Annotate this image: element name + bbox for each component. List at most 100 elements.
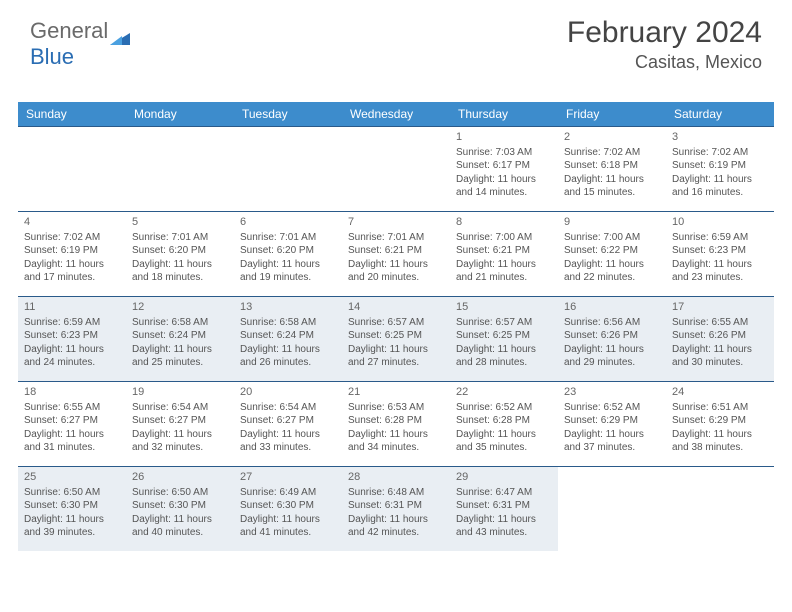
calendar-header-cell: Sunday	[18, 102, 126, 126]
day-number: 7	[348, 215, 444, 230]
day-number: 27	[240, 470, 336, 485]
brand-part1: General	[30, 18, 108, 43]
sunset-text: Sunset: 6:25 PM	[456, 329, 552, 343]
calendar-day-cell: 14Sunrise: 6:57 AMSunset: 6:25 PMDayligh…	[342, 297, 450, 381]
daylight-text: Daylight: 11 hours and 43 minutes.	[456, 513, 552, 540]
calendar: SundayMondayTuesdayWednesdayThursdayFrid…	[18, 102, 774, 551]
daylight-text: Daylight: 11 hours and 19 minutes.	[240, 258, 336, 285]
calendar-day-cell: 11Sunrise: 6:59 AMSunset: 6:23 PMDayligh…	[18, 297, 126, 381]
sunset-text: Sunset: 6:20 PM	[240, 244, 336, 258]
calendar-day-cell: 26Sunrise: 6:50 AMSunset: 6:30 PMDayligh…	[126, 467, 234, 551]
brand-triangle-icon	[110, 25, 130, 39]
sunset-text: Sunset: 6:19 PM	[24, 244, 120, 258]
daylight-text: Daylight: 11 hours and 40 minutes.	[132, 513, 228, 540]
sunrise-text: Sunrise: 7:03 AM	[456, 146, 552, 160]
daylight-text: Daylight: 11 hours and 31 minutes.	[24, 428, 120, 455]
calendar-day-cell: 1Sunrise: 7:03 AMSunset: 6:17 PMDaylight…	[450, 127, 558, 211]
page-subtitle: Casitas, Mexico	[567, 52, 762, 73]
sunset-text: Sunset: 6:30 PM	[24, 499, 120, 513]
sunset-text: Sunset: 6:26 PM	[564, 329, 660, 343]
title-block: February 2024 Casitas, Mexico	[567, 16, 762, 73]
daylight-text: Daylight: 11 hours and 24 minutes.	[24, 343, 120, 370]
calendar-day-cell: 23Sunrise: 6:52 AMSunset: 6:29 PMDayligh…	[558, 382, 666, 466]
daylight-text: Daylight: 11 hours and 26 minutes.	[240, 343, 336, 370]
day-number: 29	[456, 470, 552, 485]
calendar-week-row: 11Sunrise: 6:59 AMSunset: 6:23 PMDayligh…	[18, 296, 774, 381]
calendar-day-cell: 27Sunrise: 6:49 AMSunset: 6:30 PMDayligh…	[234, 467, 342, 551]
day-number: 4	[24, 215, 120, 230]
sunrise-text: Sunrise: 6:48 AM	[348, 486, 444, 500]
day-number: 2	[564, 130, 660, 145]
calendar-day-cell: 3Sunrise: 7:02 AMSunset: 6:19 PMDaylight…	[666, 127, 774, 211]
day-number: 8	[456, 215, 552, 230]
sunset-text: Sunset: 6:31 PM	[348, 499, 444, 513]
daylight-text: Daylight: 11 hours and 30 minutes.	[672, 343, 768, 370]
daylight-text: Daylight: 11 hours and 14 minutes.	[456, 173, 552, 200]
day-number: 22	[456, 385, 552, 400]
daylight-text: Daylight: 11 hours and 20 minutes.	[348, 258, 444, 285]
calendar-day-cell: 16Sunrise: 6:56 AMSunset: 6:26 PMDayligh…	[558, 297, 666, 381]
sunrise-text: Sunrise: 7:02 AM	[564, 146, 660, 160]
sunrise-text: Sunrise: 7:01 AM	[348, 231, 444, 245]
calendar-day-cell: 25Sunrise: 6:50 AMSunset: 6:30 PMDayligh…	[18, 467, 126, 551]
calendar-day-cell: 18Sunrise: 6:55 AMSunset: 6:27 PMDayligh…	[18, 382, 126, 466]
daylight-text: Daylight: 11 hours and 34 minutes.	[348, 428, 444, 455]
calendar-day-cell	[558, 467, 666, 551]
calendar-week-row: 4Sunrise: 7:02 AMSunset: 6:19 PMDaylight…	[18, 211, 774, 296]
sunset-text: Sunset: 6:28 PM	[348, 414, 444, 428]
sunrise-text: Sunrise: 6:59 AM	[24, 316, 120, 330]
calendar-day-cell	[234, 127, 342, 211]
day-number: 26	[132, 470, 228, 485]
sunset-text: Sunset: 6:25 PM	[348, 329, 444, 343]
calendar-day-cell: 15Sunrise: 6:57 AMSunset: 6:25 PMDayligh…	[450, 297, 558, 381]
calendar-week-row: 25Sunrise: 6:50 AMSunset: 6:30 PMDayligh…	[18, 466, 774, 551]
day-number: 23	[564, 385, 660, 400]
calendar-day-cell: 20Sunrise: 6:54 AMSunset: 6:27 PMDayligh…	[234, 382, 342, 466]
calendar-day-cell	[342, 127, 450, 211]
sunrise-text: Sunrise: 6:50 AM	[24, 486, 120, 500]
day-number: 21	[348, 385, 444, 400]
day-number: 15	[456, 300, 552, 315]
sunset-text: Sunset: 6:27 PM	[132, 414, 228, 428]
sunset-text: Sunset: 6:30 PM	[132, 499, 228, 513]
day-number: 1	[456, 130, 552, 145]
calendar-day-cell: 7Sunrise: 7:01 AMSunset: 6:21 PMDaylight…	[342, 212, 450, 296]
daylight-text: Daylight: 11 hours and 21 minutes.	[456, 258, 552, 285]
calendar-day-cell: 9Sunrise: 7:00 AMSunset: 6:22 PMDaylight…	[558, 212, 666, 296]
calendar-header-cell: Thursday	[450, 102, 558, 126]
daylight-text: Daylight: 11 hours and 35 minutes.	[456, 428, 552, 455]
sunset-text: Sunset: 6:27 PM	[240, 414, 336, 428]
sunrise-text: Sunrise: 6:52 AM	[456, 401, 552, 415]
daylight-text: Daylight: 11 hours and 23 minutes.	[672, 258, 768, 285]
calendar-day-cell	[126, 127, 234, 211]
calendar-day-cell: 6Sunrise: 7:01 AMSunset: 6:20 PMDaylight…	[234, 212, 342, 296]
day-number: 19	[132, 385, 228, 400]
calendar-day-cell: 8Sunrise: 7:00 AMSunset: 6:21 PMDaylight…	[450, 212, 558, 296]
sunrise-text: Sunrise: 6:51 AM	[672, 401, 768, 415]
sunrise-text: Sunrise: 6:49 AM	[240, 486, 336, 500]
sunset-text: Sunset: 6:21 PM	[456, 244, 552, 258]
calendar-week-row: 1Sunrise: 7:03 AMSunset: 6:17 PMDaylight…	[18, 126, 774, 211]
sunrise-text: Sunrise: 6:57 AM	[348, 316, 444, 330]
daylight-text: Daylight: 11 hours and 37 minutes.	[564, 428, 660, 455]
daylight-text: Daylight: 11 hours and 16 minutes.	[672, 173, 768, 200]
calendar-day-cell: 2Sunrise: 7:02 AMSunset: 6:18 PMDaylight…	[558, 127, 666, 211]
sunrise-text: Sunrise: 6:54 AM	[240, 401, 336, 415]
sunset-text: Sunset: 6:23 PM	[24, 329, 120, 343]
sunrise-text: Sunrise: 6:54 AM	[132, 401, 228, 415]
sunset-text: Sunset: 6:22 PM	[564, 244, 660, 258]
calendar-header-row: SundayMondayTuesdayWednesdayThursdayFrid…	[18, 102, 774, 126]
calendar-header-cell: Monday	[126, 102, 234, 126]
day-number: 12	[132, 300, 228, 315]
sunset-text: Sunset: 6:19 PM	[672, 159, 768, 173]
sunset-text: Sunset: 6:21 PM	[348, 244, 444, 258]
day-number: 13	[240, 300, 336, 315]
sunset-text: Sunset: 6:26 PM	[672, 329, 768, 343]
day-number: 10	[672, 215, 768, 230]
calendar-week-row: 18Sunrise: 6:55 AMSunset: 6:27 PMDayligh…	[18, 381, 774, 466]
calendar-day-cell: 17Sunrise: 6:55 AMSunset: 6:26 PMDayligh…	[666, 297, 774, 381]
daylight-text: Daylight: 11 hours and 42 minutes.	[348, 513, 444, 540]
calendar-day-cell: 19Sunrise: 6:54 AMSunset: 6:27 PMDayligh…	[126, 382, 234, 466]
sunrise-text: Sunrise: 7:02 AM	[672, 146, 768, 160]
sunrise-text: Sunrise: 6:58 AM	[132, 316, 228, 330]
